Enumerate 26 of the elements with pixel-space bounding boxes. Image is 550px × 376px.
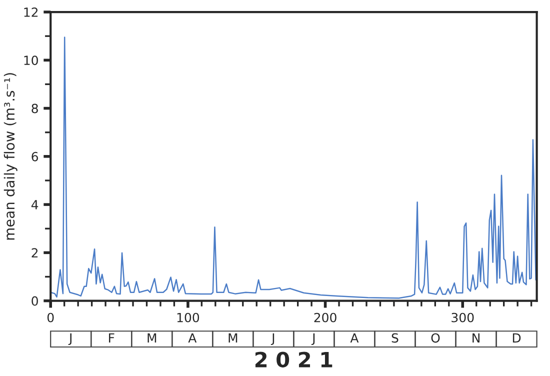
y-tick-label: 4 xyxy=(31,200,38,210)
text: F xyxy=(109,333,114,343)
y-tick-label: 12 xyxy=(24,8,38,17)
text: 2 0 2 1 xyxy=(255,352,332,368)
y-tick-label: 8 xyxy=(32,104,38,114)
text: A xyxy=(188,333,197,343)
text: J xyxy=(68,333,72,346)
text: S xyxy=(392,333,398,343)
line-series xyxy=(50,36,536,299)
text: A xyxy=(350,333,359,343)
y-tick-label: 10 xyxy=(24,56,38,66)
y-tick-label: 2 xyxy=(32,248,38,258)
text: M xyxy=(228,333,238,343)
text: N xyxy=(472,333,480,343)
text: J xyxy=(311,333,315,346)
x-tick-label: 0 xyxy=(47,312,54,322)
x-tick-label: 200 xyxy=(314,312,336,322)
x-tick-label: 100 xyxy=(177,312,200,322)
text: M xyxy=(148,333,156,343)
text: O xyxy=(431,333,440,343)
text: J xyxy=(270,333,274,346)
y-tick-label: 0 xyxy=(32,296,38,306)
y-tick-label: 6 xyxy=(32,152,38,162)
y-axis-title: mean daily flow (m³.s⁻¹) xyxy=(4,73,18,240)
text: D xyxy=(512,333,521,343)
x-tick-label: 300 xyxy=(452,312,474,322)
